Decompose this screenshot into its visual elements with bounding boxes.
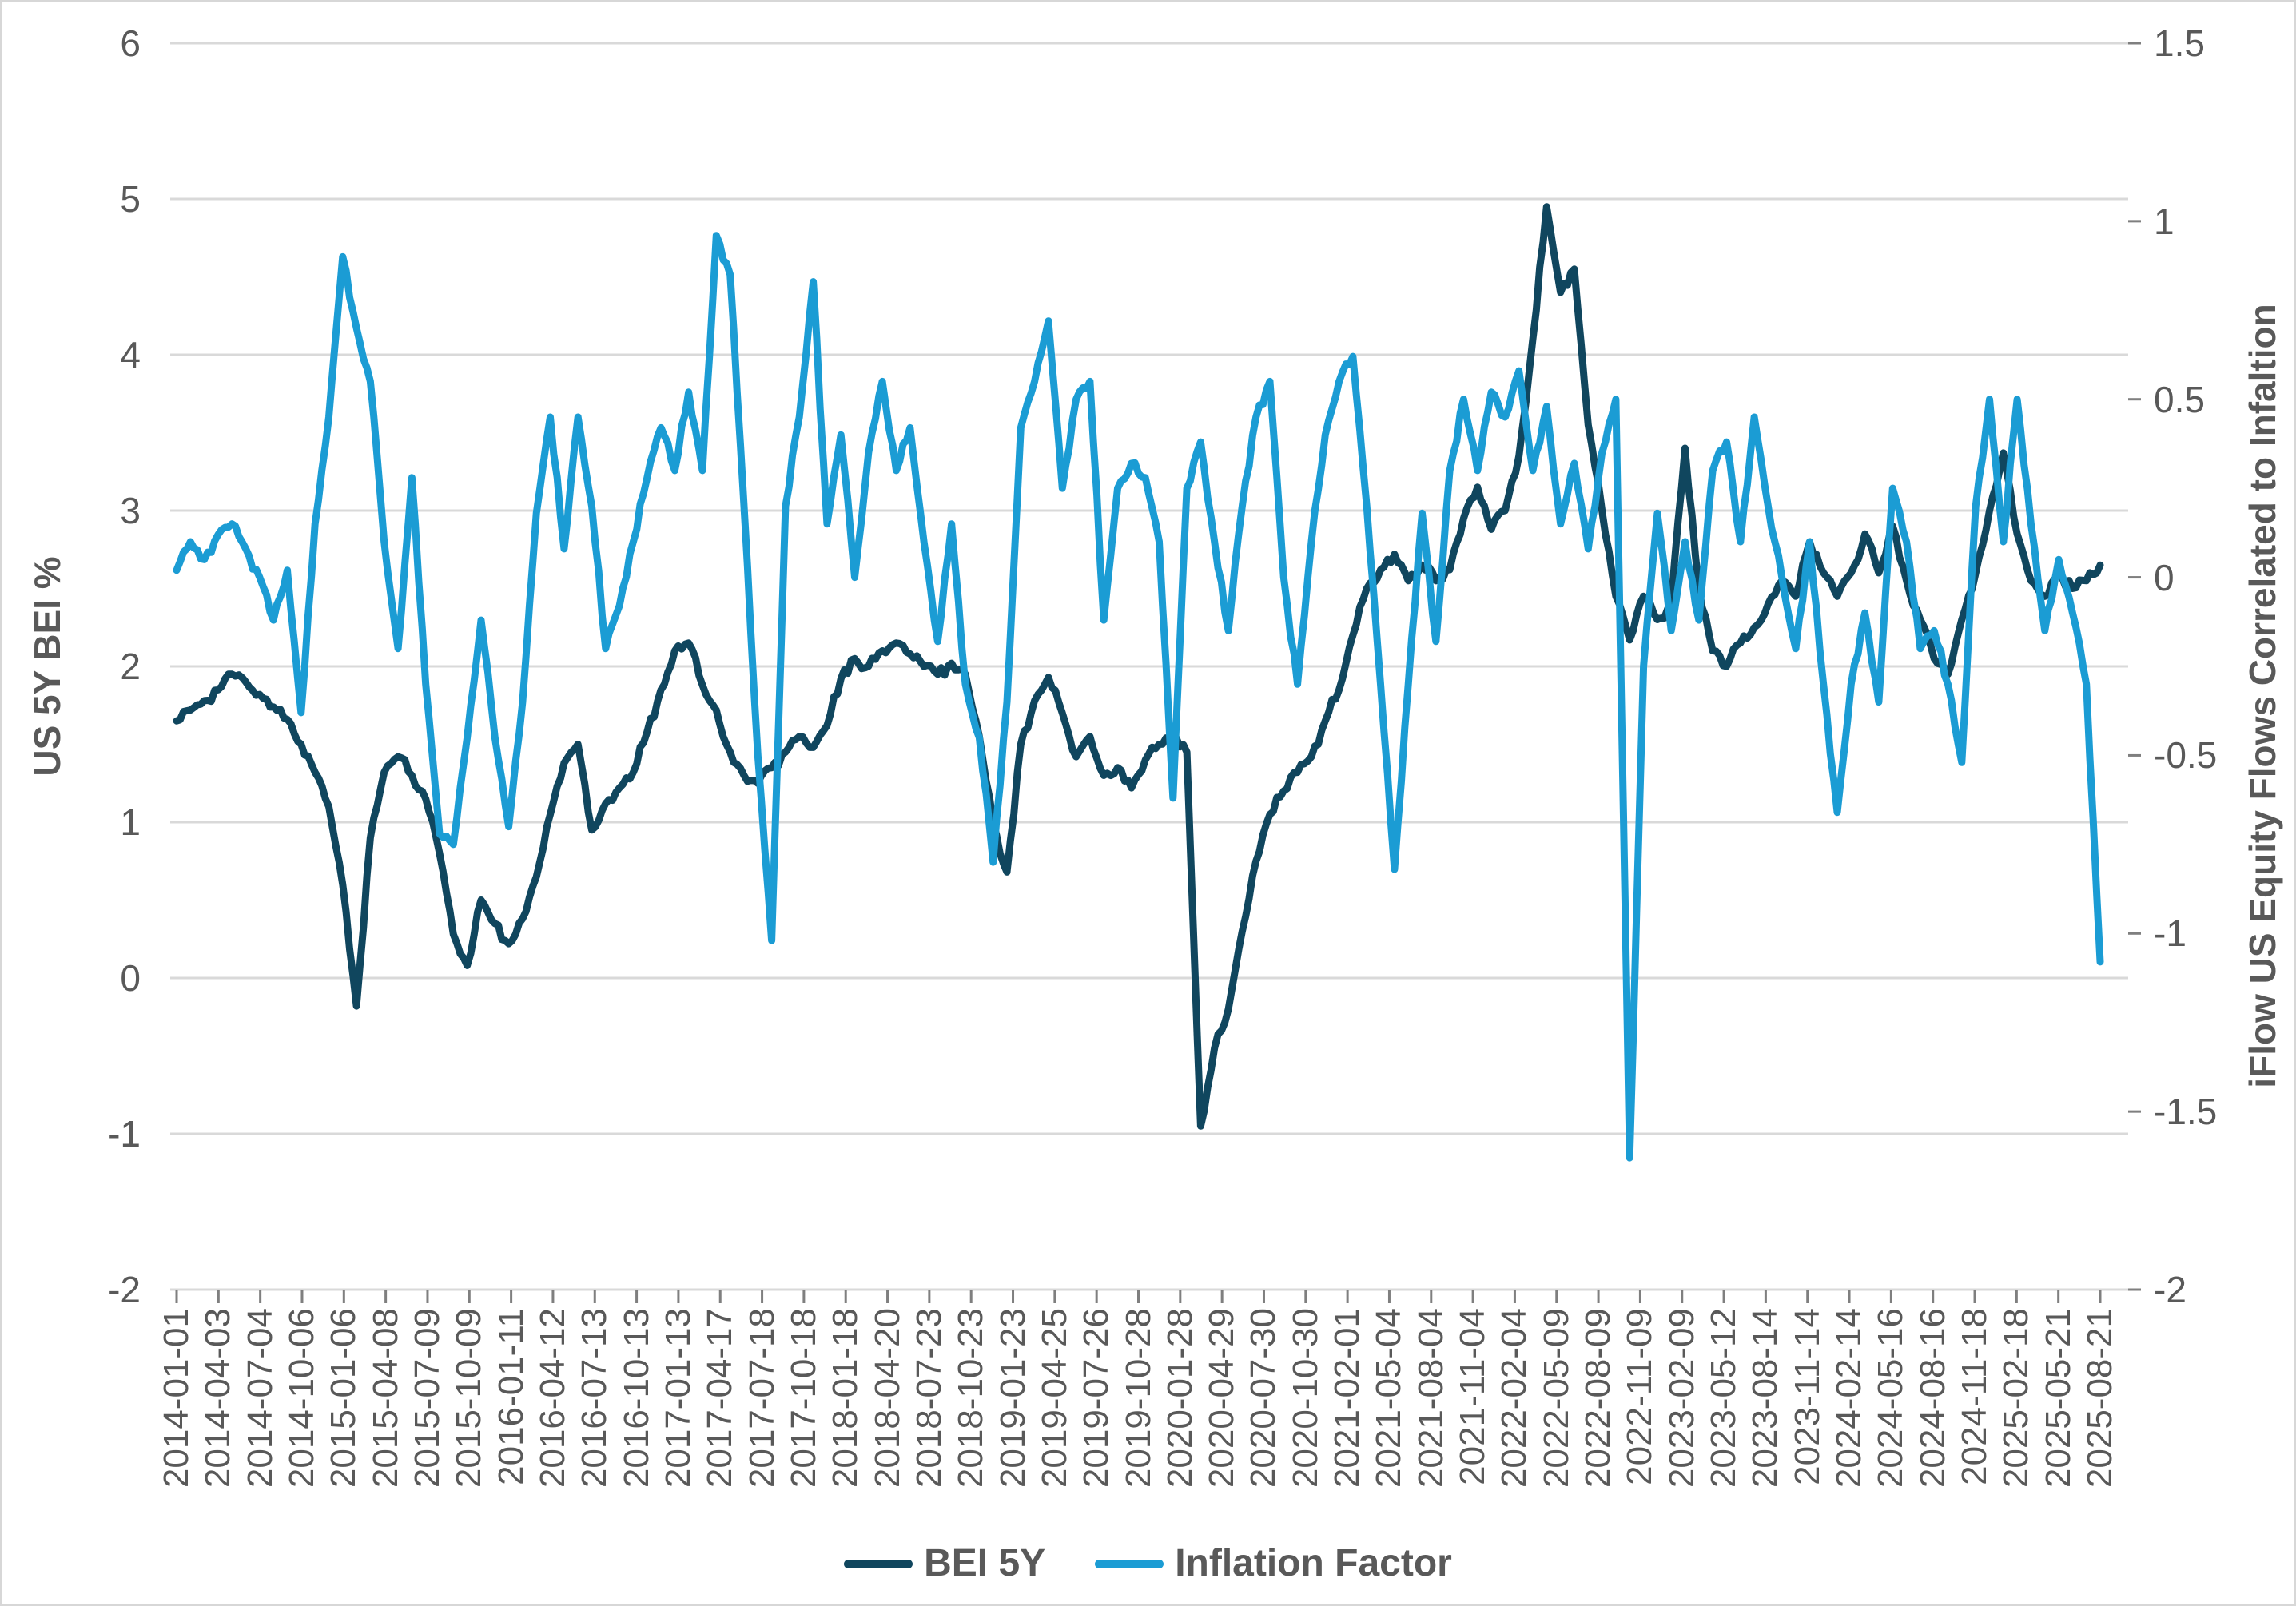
legend: BEI 5Y Inflation Factor bbox=[2, 1543, 2294, 1584]
x-axis-tick-label: 2023-08-14 bbox=[1745, 1308, 1785, 1489]
x-axis-tick-label: 2020-01-28 bbox=[1160, 1308, 1200, 1489]
x-axis-tick-label: 2016-10-13 bbox=[616, 1308, 656, 1489]
x-axis-tick-label: 2023-02-09 bbox=[1661, 1308, 1701, 1489]
legend-item-inflation-factor: Inflation Factor bbox=[1095, 1543, 1452, 1584]
x-axis-tick-label: 2022-08-09 bbox=[1578, 1308, 1618, 1489]
x-axis-tick-label: 2022-02-04 bbox=[1494, 1308, 1534, 1489]
left-axis-tick-label: 2 bbox=[120, 646, 141, 687]
x-axis-tick-label: 2015-01-06 bbox=[324, 1308, 364, 1489]
x-axis-tick-label: 2023-11-14 bbox=[1787, 1308, 1827, 1485]
x-axis-tick-label: 2025-08-21 bbox=[2080, 1308, 2119, 1489]
x-axis-tick-label: 2015-07-09 bbox=[407, 1308, 447, 1489]
left-axis-tick-label: 3 bbox=[120, 490, 141, 531]
legend-item-bei-5y: BEI 5Y bbox=[844, 1543, 1045, 1584]
x-axis-tick-label: 2025-02-18 bbox=[1996, 1308, 2036, 1489]
x-axis-tick-label: 2014-04-03 bbox=[198, 1308, 238, 1489]
x-axis-tick-label: 2023-05-12 bbox=[1704, 1308, 1744, 1489]
x-axis-tick-label: 2018-01-18 bbox=[826, 1308, 865, 1489]
x-axis-tick-label: 2021-11-04 bbox=[1453, 1308, 1493, 1485]
left-axis-tick-label: 4 bbox=[120, 334, 141, 376]
right-axis-tick-label: -1 bbox=[2154, 912, 2187, 955]
x-axis-tick-label: 2016-07-13 bbox=[575, 1308, 615, 1489]
x-axis-tick-label: 2014-07-04 bbox=[240, 1308, 280, 1489]
right-axis-tick-label: 1 bbox=[2154, 200, 2175, 242]
x-axis-tick-label: 2019-10-28 bbox=[1118, 1308, 1158, 1489]
left-axis-tick-label: 6 bbox=[120, 22, 141, 64]
x-axis-tick-label: 2024-08-16 bbox=[1912, 1308, 1952, 1489]
x-axis-tick-label: 2015-04-08 bbox=[365, 1308, 405, 1489]
left-axis-tick-label: 5 bbox=[120, 178, 141, 220]
inflation-factor-line-swatch bbox=[1095, 1559, 1164, 1568]
x-axis-tick-label: 2017-07-18 bbox=[742, 1308, 782, 1489]
x-axis-tick-label: 2018-04-20 bbox=[867, 1308, 907, 1489]
x-axis-tick-label: 2020-10-30 bbox=[1285, 1308, 1325, 1489]
right-axis-tick-label: 0 bbox=[2154, 556, 2175, 598]
x-axis-tick-label: 2024-11-18 bbox=[1955, 1308, 1995, 1485]
x-axis-tick-label: 2025-05-21 bbox=[2038, 1308, 2078, 1489]
x-axis-tick-label: 2019-04-25 bbox=[1034, 1308, 1074, 1489]
x-axis-tick-label: 2016-01-11 bbox=[491, 1308, 531, 1485]
x-axis-tick-label: 2021-02-01 bbox=[1327, 1308, 1367, 1489]
x-axis-tick-label: 2018-10-23 bbox=[951, 1308, 991, 1489]
legend-label-bei-5y: BEI 5Y bbox=[924, 1542, 1046, 1584]
x-axis-tick-label: 2015-10-09 bbox=[449, 1308, 489, 1489]
right-axis-tick-label: 0.5 bbox=[2154, 378, 2205, 420]
series-line-inflation-factor bbox=[173, 232, 2104, 1162]
x-axis-tick-label: 2014-01-01 bbox=[157, 1308, 196, 1489]
x-axis-tick-label: 2021-08-04 bbox=[1411, 1308, 1450, 1489]
x-axis-tick-label: 2020-04-29 bbox=[1202, 1308, 1242, 1489]
x-axis-tick-label: 2018-07-23 bbox=[909, 1308, 949, 1489]
x-axis-tick-label: 2024-05-16 bbox=[1871, 1308, 1911, 1489]
x-axis-tick-label: 2020-07-30 bbox=[1244, 1308, 1283, 1489]
x-axis-tick-label: 2019-01-23 bbox=[993, 1308, 1033, 1489]
x-axis-tick-label: 2022-11-09 bbox=[1620, 1308, 1660, 1485]
left-axis-tick-label: 1 bbox=[120, 801, 141, 843]
left-axis-tick-label: -2 bbox=[108, 1269, 141, 1310]
x-axis-tick-label: 2024-02-14 bbox=[1829, 1308, 1869, 1489]
right-axis-tick-label: -0.5 bbox=[2154, 734, 2218, 777]
x-axis-tick-label: 2022-05-09 bbox=[1536, 1308, 1576, 1489]
legend-label-inflation-factor: Inflation Factor bbox=[1175, 1542, 1452, 1584]
right-axis-tick-label: -1.5 bbox=[2154, 1091, 2218, 1133]
x-axis-tick-label: 2019-07-26 bbox=[1076, 1308, 1116, 1489]
x-axis-tick-label: 2021-05-04 bbox=[1369, 1308, 1409, 1489]
right-axis-tick-label: -2 bbox=[2154, 1269, 2187, 1310]
x-axis-tick-label: 2017-10-18 bbox=[783, 1308, 823, 1489]
x-axis-tick-label: 2014-10-06 bbox=[281, 1308, 321, 1489]
left-axis-tick-label: 0 bbox=[120, 957, 141, 999]
right-axis-title: iFlow US Equity Flows Correlated to Infa… bbox=[2242, 304, 2283, 1088]
x-axis-tick-label: 2016-04-12 bbox=[532, 1308, 572, 1489]
x-axis-tick-label: 2017-01-13 bbox=[658, 1308, 698, 1489]
left-axis-tick-label: -1 bbox=[108, 1113, 141, 1155]
x-axis-tick-label: 2017-04-17 bbox=[700, 1308, 740, 1489]
right-axis-tick-label: 1.5 bbox=[2154, 22, 2205, 64]
bei-5y-line-swatch bbox=[844, 1559, 913, 1568]
